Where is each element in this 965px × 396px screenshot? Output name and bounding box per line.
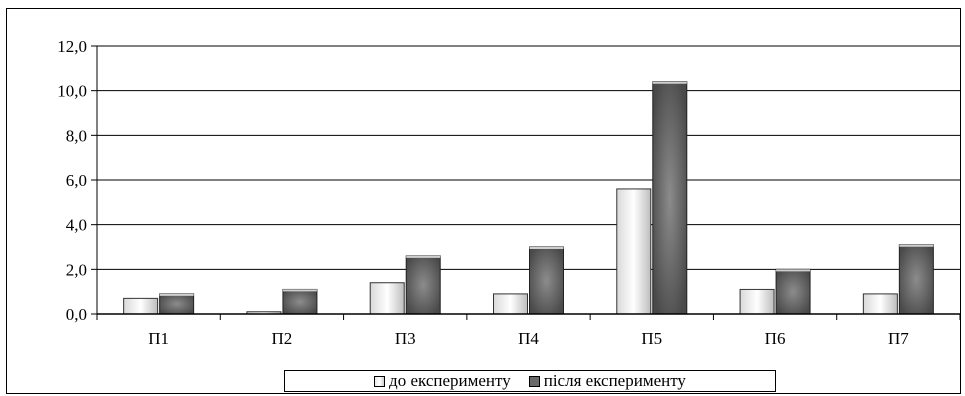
y-tick-label: 2,0	[66, 260, 87, 279]
legend-swatch-before	[374, 375, 386, 387]
y-tick-label: 8,0	[66, 126, 87, 145]
legend-label-before: до експерименту	[389, 371, 511, 390]
bar-after	[652, 81, 688, 315]
bar-after	[529, 246, 564, 315]
y-tick-label: 10,0	[57, 82, 87, 101]
legend-item-before: до експерименту	[374, 371, 511, 391]
legend-swatch-after	[528, 375, 540, 387]
y-tick-label: 4,0	[66, 216, 87, 235]
chart-container	[6, 8, 961, 394]
y-tick-label: 6,0	[66, 171, 87, 190]
x-tick-label: П4	[518, 329, 539, 348]
bar-before	[862, 293, 898, 315]
y-tick-label: 0,0	[66, 305, 87, 324]
x-tick-label: П1	[148, 329, 169, 348]
y-tick-label: 12,0	[57, 37, 87, 56]
x-tick-label: П3	[395, 329, 416, 348]
bar-before	[493, 293, 528, 315]
x-tick-label: П6	[765, 329, 786, 348]
bar-after	[775, 268, 811, 315]
chart-legend: до експерименту після експерименту	[284, 370, 776, 392]
bar-after	[405, 255, 441, 315]
bar-before	[123, 297, 159, 315]
x-tick-label: П7	[888, 329, 909, 348]
x-tick-label: П5	[641, 329, 662, 348]
bar-after	[282, 288, 318, 315]
bar-before	[369, 282, 405, 315]
bar-after	[159, 293, 195, 315]
bar-after	[898, 244, 934, 315]
bar-before	[616, 188, 652, 315]
x-tick-label: П2	[272, 329, 293, 348]
legend-item-after: після експерименту	[528, 371, 686, 391]
legend-label-after: після експерименту	[543, 371, 686, 390]
bar-before	[739, 288, 775, 315]
